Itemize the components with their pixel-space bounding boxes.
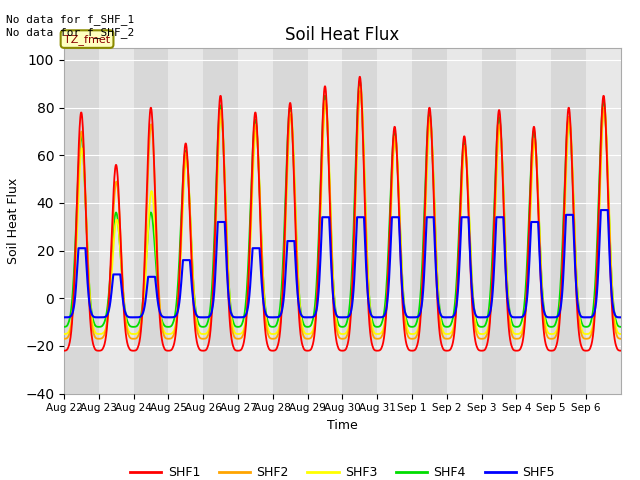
Bar (64, 48, 99, 394)
Bar (134, 48, 168, 394)
Bar (377, 48, 412, 394)
Y-axis label: Soil Heat Flux: Soil Heat Flux (6, 178, 20, 264)
Bar (168, 48, 204, 394)
Bar (238, 48, 273, 394)
Bar (204, 48, 238, 394)
Bar (273, 48, 308, 394)
X-axis label: Time: Time (327, 419, 358, 432)
Bar (412, 48, 447, 394)
Bar (308, 48, 342, 394)
Bar (447, 48, 481, 394)
Bar (342, 48, 377, 394)
Title: Soil Heat Flux: Soil Heat Flux (285, 25, 399, 44)
Bar (551, 48, 586, 394)
Text: No data for f_SHF_1
No data for f_SHF_2: No data for f_SHF_1 No data for f_SHF_2 (6, 14, 134, 38)
Text: TZ_fmet: TZ_fmet (64, 34, 110, 45)
Bar (516, 48, 551, 394)
Bar (481, 48, 516, 394)
Bar (586, 48, 621, 394)
Legend: SHF1, SHF2, SHF3, SHF4, SHF5: SHF1, SHF2, SHF3, SHF4, SHF5 (125, 461, 559, 480)
Bar (99, 48, 134, 394)
